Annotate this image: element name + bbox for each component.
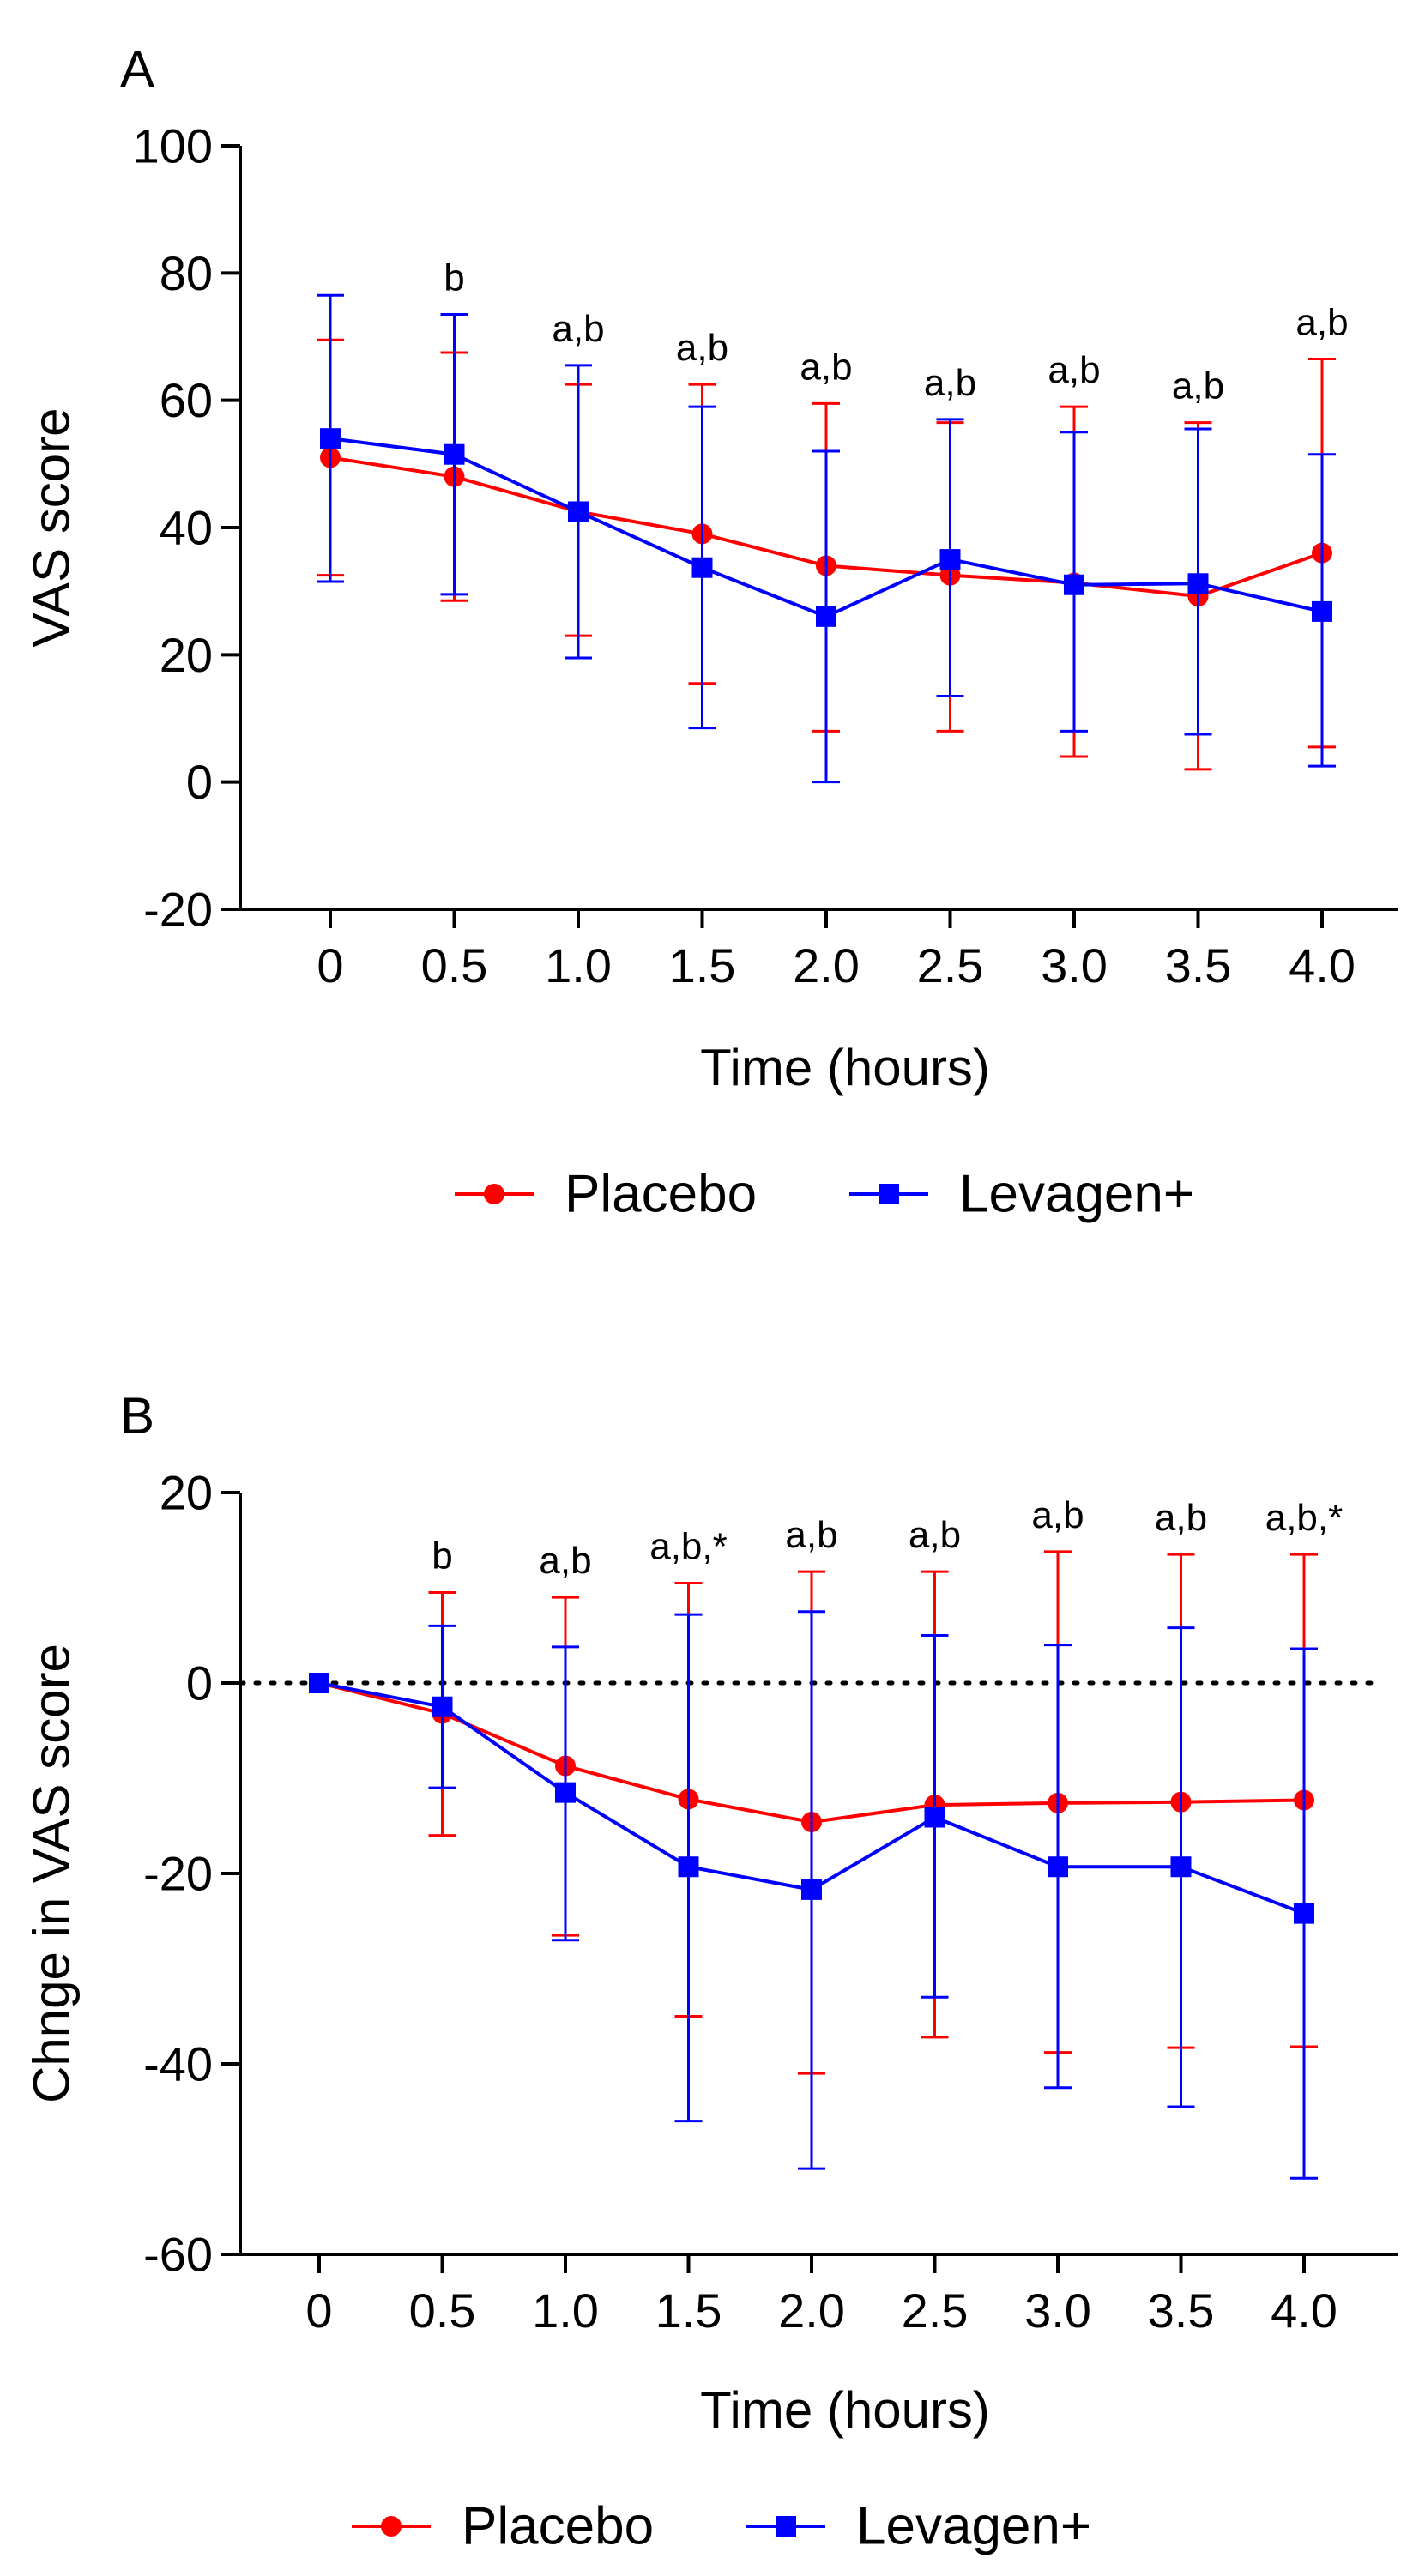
y-axis-label: Chnge in VAS score	[23, 1644, 81, 2103]
y-tick-label: -20	[143, 883, 213, 937]
significance-annotation: a,b	[785, 1514, 837, 1556]
y-tick-label: 80	[160, 246, 213, 300]
panel-label: B	[120, 1387, 154, 1445]
data-point	[1312, 600, 1332, 622]
data-point	[1294, 1903, 1314, 1924]
data-point	[555, 1782, 576, 1803]
data-point	[691, 557, 713, 578]
chart-panel-b: B -60 -40 -20 0 20 0 0.5 1.0 1.5 2.0 2.5 3.0 3.5 4.0 Ti…	[23, 1387, 1398, 2556]
data-point	[320, 428, 341, 449]
x-axis-label: Time (hours)	[700, 2381, 990, 2439]
x-tick-label: 4.0	[1289, 938, 1356, 992]
y-tick-label: 20	[160, 628, 213, 682]
significance-annotation: a,b	[1031, 1494, 1084, 1536]
data-point	[816, 606, 836, 627]
x-tick-label: 2.5	[917, 938, 984, 992]
x-tick-label: 2.5	[902, 2283, 969, 2338]
legend-label: Placebo	[462, 2497, 654, 2556]
series-levagen	[317, 293, 1336, 784]
data-point	[309, 1673, 329, 1693]
x-tick-label: 1.0	[532, 2283, 599, 2338]
legend-label: Levagen+	[856, 2497, 1091, 2556]
y-axis-label: VAS score	[23, 408, 81, 648]
legend: Placebo Levagen+	[352, 2497, 1091, 2556]
y-tick-label: -60	[143, 2228, 213, 2282]
y-tick-label: -40	[143, 2037, 213, 2091]
y-tick-label: 100	[133, 119, 213, 173]
significance-annotation: a,b,*	[1265, 1497, 1344, 1539]
x-tick-label: 3.0	[1024, 2283, 1091, 2338]
chart-panel-a: A -20 0 20 40 60 80 100 0 0.5 1.0 1.5 2.0 2.5 3.0 3.5 4.…	[23, 40, 1398, 1224]
legend-marker	[776, 2516, 796, 2537]
significance-annotation: a,b,*	[649, 1525, 728, 1567]
data-point	[444, 443, 465, 465]
x-tick-label: 3.5	[1148, 2283, 1215, 2338]
significance-annotation: a,b	[909, 1514, 961, 1556]
significance-annotation: a,b	[1295, 301, 1348, 343]
significance-annotation: a,b	[539, 1540, 591, 1582]
x-tick-label: 4.0	[1271, 2283, 1337, 2338]
series-levagen	[309, 1610, 1318, 2180]
legend-marker	[879, 1184, 899, 1204]
data-point	[1048, 1856, 1068, 1878]
panel-label: A	[120, 40, 154, 98]
data-point	[1064, 574, 1084, 595]
significance-annotation: b	[432, 1535, 452, 1578]
x-tick-label: 3.5	[1165, 938, 1232, 992]
y-tick-label: 40	[160, 501, 213, 555]
x-tick-label: 0	[305, 2283, 332, 2338]
x-tick-label: 1.5	[669, 938, 736, 992]
significance-annotation: a,b	[1048, 349, 1100, 391]
significance-annotation: a,b	[800, 346, 852, 388]
y-tick-label: 0	[186, 1656, 213, 1710]
data-point	[1187, 573, 1209, 594]
significance-annotation: b	[444, 257, 464, 299]
y-tick-label: 60	[160, 373, 213, 427]
legend-marker	[484, 1184, 504, 1204]
y-tick-label: 0	[186, 755, 213, 809]
x-tick-label: 1.5	[655, 2283, 722, 2338]
significance-annotation: a,b	[1172, 365, 1224, 407]
x-tick-label: 0	[317, 938, 343, 992]
data-point	[432, 1696, 453, 1717]
y-tick-label: -20	[143, 1847, 213, 1901]
significance-annotation: a,b	[1155, 1497, 1207, 1539]
legend-label: Placebo	[565, 1165, 757, 1224]
x-tick-label: 2.0	[778, 2283, 845, 2338]
y-tick-label: 20	[160, 1466, 213, 1520]
x-axis-label: Time (hours)	[700, 1039, 990, 1096]
x-tick-label: 1.0	[545, 938, 612, 992]
significance-annotation: a,b	[676, 327, 728, 369]
x-tick-label: 2.0	[793, 938, 860, 992]
data-point	[1170, 1856, 1192, 1878]
legend-marker	[381, 2516, 402, 2537]
x-tick-label: 0.5	[409, 2283, 476, 2338]
significance-annotation: a,b	[924, 362, 976, 404]
data-point	[924, 1807, 945, 1828]
data-point	[568, 501, 589, 522]
data-point	[939, 549, 961, 570]
significance-annotation: a,b	[552, 308, 604, 350]
x-tick-label: 0.5	[421, 938, 488, 992]
x-tick-label: 3.0	[1041, 938, 1108, 992]
legend-label: Levagen+	[959, 1165, 1194, 1224]
series-placebo	[309, 1550, 1318, 2075]
data-point	[678, 1856, 699, 1878]
data-point	[801, 1879, 822, 1900]
legend: Placebo Levagen+	[455, 1165, 1194, 1224]
